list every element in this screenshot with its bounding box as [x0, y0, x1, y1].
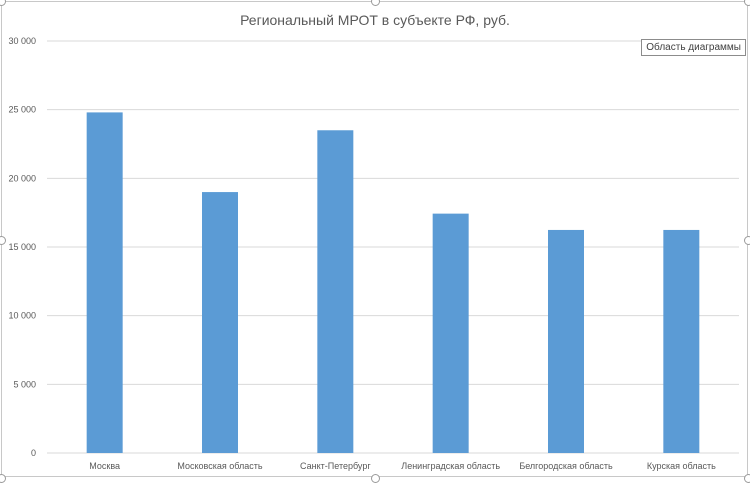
- resize-handle-bottom-left[interactable]: [0, 474, 6, 483]
- bar[interactable]: [317, 130, 354, 453]
- gridlines: [47, 40, 739, 454]
- x-axis-tick-labels: Москва Московская область Санкт-Петербург Л…: [89, 461, 716, 471]
- x-tick-label: Москва: [89, 461, 120, 471]
- x-tick-label: Курская область: [647, 461, 716, 471]
- resize-handle-top-left[interactable]: [0, 0, 6, 6]
- y-tick-label: 30 000: [8, 36, 36, 46]
- resize-handle-bottom-right[interactable]: [744, 474, 750, 483]
- bar[interactable]: [663, 229, 700, 453]
- y-tick-label: 10 000: [8, 311, 36, 321]
- resize-handle-top-middle[interactable]: [371, 0, 380, 6]
- bar[interactable]: [202, 192, 238, 454]
- resize-handle-middle-right[interactable]: [744, 236, 750, 245]
- x-tick-label: Белгородская область: [519, 461, 613, 471]
- y-axis-tick-labels: 0 5 000 10 000 15 000 20 000 25 000 30 000: [8, 36, 36, 458]
- bars: [86, 112, 700, 454]
- x-tick-label: Московская область: [177, 461, 262, 471]
- bar[interactable]: [432, 213, 469, 453]
- bar[interactable]: [548, 229, 584, 453]
- x-tick-label: Санкт-Петербург: [300, 461, 371, 471]
- y-tick-label: 20 000: [8, 173, 36, 183]
- resize-handle-middle-left[interactable]: [0, 236, 6, 245]
- chart-area-tooltip: Область диаграммы: [641, 39, 746, 56]
- x-tick-label: Ленинградская область: [401, 461, 500, 471]
- resize-handle-top-right[interactable]: [744, 0, 750, 6]
- y-tick-label: 5 000: [13, 379, 36, 389]
- y-tick-label: 15 000: [8, 242, 36, 252]
- y-tick-label: 25 000: [8, 105, 36, 115]
- y-tick-label: 0: [31, 448, 36, 458]
- chart-title: Региональный МРОТ в субъекте РФ, руб.: [240, 12, 510, 28]
- bar[interactable]: [86, 112, 123, 453]
- resize-handle-bottom-middle[interactable]: [371, 474, 380, 483]
